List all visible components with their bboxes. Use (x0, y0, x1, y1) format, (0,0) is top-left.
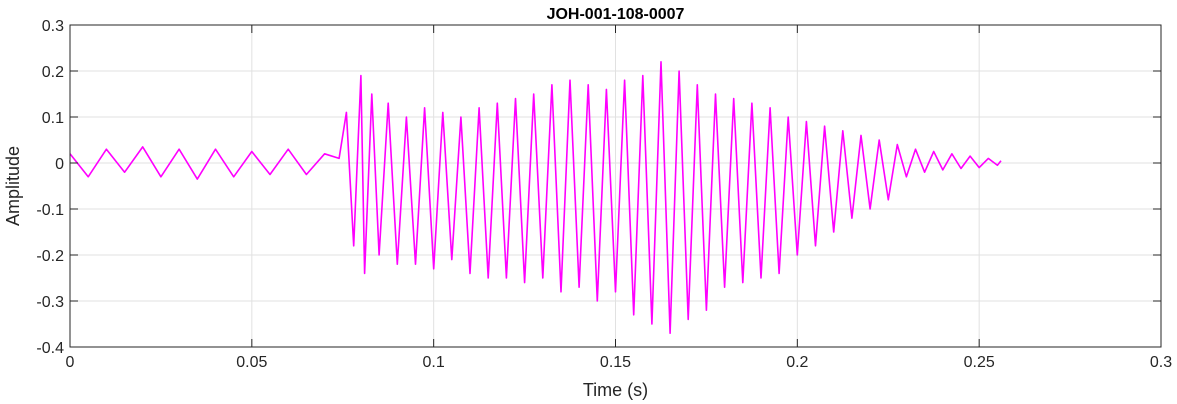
x-tick-label: 0.3 (1150, 354, 1172, 371)
y-tick-label: 0 (55, 156, 64, 173)
y-tick-label: -0.3 (36, 294, 64, 311)
x-tick-label: 0.2 (786, 354, 808, 371)
series-layer (69, 60, 1002, 335)
y-tick-label: -0.1 (36, 202, 64, 219)
x-tick-label: 0 (66, 354, 75, 371)
x-axis-label: Time (s) (583, 380, 648, 400)
series-line (69, 60, 1002, 335)
y-tick-label: 0.3 (42, 18, 64, 35)
ticks: 0 0.05 0.1 0.15 0.2 0.25 0.3 -0.4 -0.3 -0.2 -0.1 0 0… (36, 18, 1172, 371)
y-tick-label: -0.2 (36, 248, 64, 265)
x-tick-label: 0.05 (236, 354, 267, 371)
x-tick-label: 0.25 (964, 354, 995, 371)
y-tick-label: 0.2 (42, 64, 64, 81)
y-axis-label: Amplitude (3, 146, 23, 226)
grid (69, 24, 1162, 348)
y-tick-label: 0.1 (42, 110, 64, 127)
y-tick-label: -0.4 (36, 340, 64, 357)
chart-title: JOH-001-108-0007 (547, 6, 685, 23)
x-tick-label: 0.1 (423, 354, 445, 371)
x-tick-label: 0.15 (600, 354, 631, 371)
